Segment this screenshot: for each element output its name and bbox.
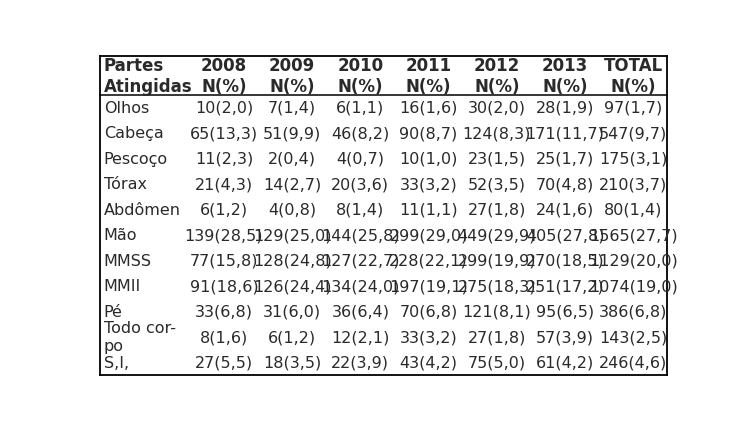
Text: 246(4,6): 246(4,6)	[599, 355, 668, 370]
Text: 36(6,4): 36(6,4)	[331, 304, 389, 319]
Text: 52(3,5): 52(3,5)	[468, 177, 526, 192]
Text: Mão: Mão	[104, 228, 137, 243]
Text: 228(22,1): 228(22,1)	[389, 253, 468, 268]
Text: 33(3,2): 33(3,2)	[400, 177, 457, 192]
Text: 91(18,6): 91(18,6)	[189, 279, 258, 293]
Text: MMII: MMII	[104, 279, 141, 293]
Text: Pescoço: Pescoço	[104, 151, 168, 167]
Text: 175(3,1): 175(3,1)	[599, 151, 668, 167]
Text: 449(29,9): 449(29,9)	[457, 228, 536, 243]
Text: Pé: Pé	[104, 304, 122, 319]
Text: 95(6,5): 95(6,5)	[536, 304, 594, 319]
Text: Partes
Atingidas: Partes Atingidas	[104, 56, 192, 96]
Text: 30(2,0): 30(2,0)	[468, 101, 526, 116]
Text: 10(1,0): 10(1,0)	[399, 151, 458, 167]
Text: 8(1,4): 8(1,4)	[336, 202, 384, 217]
Text: 11(2,3): 11(2,3)	[195, 151, 253, 167]
Text: 270(18,5): 270(18,5)	[526, 253, 604, 268]
Text: Cabeça: Cabeça	[104, 126, 163, 141]
Text: 405(27,8): 405(27,8)	[526, 228, 604, 243]
Text: 2008
N(%): 2008 N(%)	[201, 56, 247, 96]
Text: 8(1,6): 8(1,6)	[200, 329, 248, 344]
Text: 27(1,8): 27(1,8)	[468, 202, 526, 217]
Text: TOTAL
N(%): TOTAL N(%)	[604, 56, 663, 96]
Text: Olhos: Olhos	[104, 101, 149, 116]
Text: 134(24,0): 134(24,0)	[322, 279, 400, 293]
Text: 299(19,9): 299(19,9)	[457, 253, 536, 268]
Text: 10(2,0): 10(2,0)	[195, 101, 253, 116]
Text: 33(6,8): 33(6,8)	[195, 304, 253, 319]
Text: 80(1,4): 80(1,4)	[604, 202, 662, 217]
Text: 547(9,7): 547(9,7)	[599, 126, 668, 141]
Text: 1129(20,0): 1129(20,0)	[589, 253, 677, 268]
Text: 171(11,7): 171(11,7)	[526, 126, 604, 141]
Text: 2011
N(%): 2011 N(%)	[406, 56, 451, 96]
Text: 33(3,2): 33(3,2)	[400, 329, 457, 344]
Text: 129(25,0): 129(25,0)	[253, 228, 331, 243]
Text: 127(22,7): 127(22,7)	[321, 253, 400, 268]
Text: 2(0,4): 2(0,4)	[268, 151, 316, 167]
Text: 2012
N(%): 2012 N(%)	[474, 56, 520, 96]
Text: 144(25,8): 144(25,8)	[321, 228, 400, 243]
Text: MMSS: MMSS	[104, 253, 151, 268]
Text: 126(24,4): 126(24,4)	[253, 279, 331, 293]
Text: 4(0,7): 4(0,7)	[336, 151, 384, 167]
Text: 11(1,1): 11(1,1)	[399, 202, 458, 217]
Text: 24(1,6): 24(1,6)	[536, 202, 594, 217]
Text: 27(5,5): 27(5,5)	[195, 355, 253, 370]
Text: 65(13,3): 65(13,3)	[189, 126, 258, 141]
Text: 299(29,0): 299(29,0)	[389, 228, 468, 243]
Text: 251(17,2): 251(17,2)	[526, 279, 604, 293]
Text: 2009
N(%): 2009 N(%)	[269, 56, 316, 96]
Text: 27(1,8): 27(1,8)	[468, 329, 526, 344]
Text: 51(9,9): 51(9,9)	[263, 126, 322, 141]
Text: 70(6,8): 70(6,8)	[399, 304, 458, 319]
Text: 7(1,4): 7(1,4)	[268, 101, 316, 116]
Text: 121(8,1): 121(8,1)	[463, 304, 531, 319]
Text: 70(4,8): 70(4,8)	[536, 177, 594, 192]
Text: 139(28,5): 139(28,5)	[185, 228, 263, 243]
Text: 2010
N(%): 2010 N(%)	[337, 56, 383, 96]
Text: 14(2,7): 14(2,7)	[263, 177, 322, 192]
Text: 57(3,9): 57(3,9)	[536, 329, 594, 344]
Text: 18(3,5): 18(3,5)	[263, 355, 322, 370]
Text: 46(8,2): 46(8,2)	[331, 126, 389, 141]
Text: 28(1,9): 28(1,9)	[536, 101, 595, 116]
Text: 386(6,8): 386(6,8)	[599, 304, 668, 319]
Text: 1074(19,0): 1074(19,0)	[589, 279, 677, 293]
Text: 6(1,2): 6(1,2)	[200, 202, 248, 217]
Text: Tórax: Tórax	[104, 177, 147, 192]
Text: 25(1,7): 25(1,7)	[536, 151, 594, 167]
Text: 210(3,7): 210(3,7)	[599, 177, 668, 192]
Text: 90(8,7): 90(8,7)	[399, 126, 458, 141]
Text: 4(0,8): 4(0,8)	[268, 202, 316, 217]
Text: 21(4,3): 21(4,3)	[195, 177, 253, 192]
Text: 75(5,0): 75(5,0)	[468, 355, 526, 370]
Text: 124(8,3): 124(8,3)	[463, 126, 531, 141]
Text: 275(18,3): 275(18,3)	[457, 279, 536, 293]
Text: 12(2,1): 12(2,1)	[331, 329, 389, 344]
Text: 197(19,1): 197(19,1)	[389, 279, 468, 293]
Text: Abdômen: Abdômen	[104, 202, 181, 217]
Text: 143(2,5): 143(2,5)	[599, 329, 668, 344]
Text: 43(4,2): 43(4,2)	[400, 355, 457, 370]
Text: 22(3,9): 22(3,9)	[331, 355, 389, 370]
Text: 61(4,2): 61(4,2)	[536, 355, 594, 370]
Text: 128(24,8): 128(24,8)	[253, 253, 331, 268]
Text: 6(1,1): 6(1,1)	[336, 101, 384, 116]
Text: 2013
N(%): 2013 N(%)	[542, 56, 588, 96]
Text: 23(1,5): 23(1,5)	[468, 151, 526, 167]
Text: 16(1,6): 16(1,6)	[399, 101, 458, 116]
Text: 20(3,6): 20(3,6)	[331, 177, 389, 192]
Text: S,I,: S,I,	[104, 355, 129, 370]
Text: 1565(27,7): 1565(27,7)	[589, 228, 677, 243]
Text: 6(1,2): 6(1,2)	[268, 329, 316, 344]
Text: 31(6,0): 31(6,0)	[263, 304, 322, 319]
Text: Todo cor-
po: Todo cor- po	[104, 321, 175, 353]
Text: 97(1,7): 97(1,7)	[604, 101, 662, 116]
Text: 77(15,8): 77(15,8)	[189, 253, 258, 268]
